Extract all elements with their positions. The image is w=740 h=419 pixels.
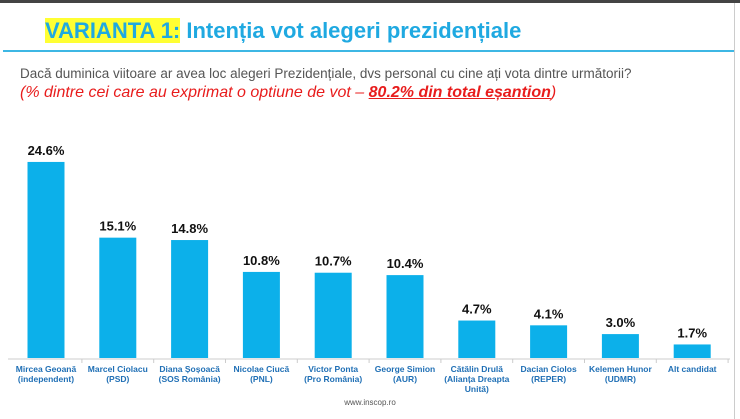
- data-label: 15.1%: [99, 219, 136, 234]
- bar: [99, 237, 137, 358]
- category-label: Marcel Ciolacu: [88, 364, 148, 374]
- category-label: Kelemen Hunor: [589, 364, 653, 374]
- data-label: 10.4%: [387, 256, 424, 271]
- category-label: Alt candidat: [668, 364, 717, 374]
- category-label: (Pro România): [304, 374, 362, 384]
- title-text: Intenția vot alegeri prezidențiale: [180, 18, 522, 43]
- data-label: 1.7%: [677, 325, 707, 340]
- category-label: Mircea Geoană: [16, 364, 77, 374]
- bar: [314, 272, 352, 358]
- title-highlight: VARIANTA 1:: [45, 18, 181, 43]
- bar: [601, 334, 639, 358]
- sample-note: (% dintre cei care au exprimat o optiune…: [20, 84, 556, 102]
- note-emphasis: 80.2% din total eșantion: [368, 84, 551, 101]
- bar: [242, 271, 280, 358]
- category-label: George Simion: [375, 364, 435, 374]
- category-label: (AUR): [393, 374, 417, 384]
- data-label: 24.6%: [28, 143, 65, 158]
- bar: [673, 344, 711, 358]
- right-border: [734, 3, 735, 419]
- category-label: (PSD): [106, 374, 129, 384]
- top-border: [0, 0, 740, 3]
- category-label: Dacian Ciolos: [520, 364, 576, 374]
- category-label: (PNL): [250, 374, 273, 384]
- category-label: Cătălin Drulă: [451, 364, 504, 374]
- category-label: (SOS România): [159, 374, 221, 384]
- bar: [386, 275, 424, 358]
- bar: [530, 325, 568, 358]
- category-label: Diana Șoșoacă: [159, 364, 220, 374]
- note-prefix: (% dintre cei care au exprimat o optiune…: [20, 84, 369, 101]
- category-label: Nicolae Ciucă: [234, 364, 290, 374]
- data-label: 4.7%: [462, 302, 492, 317]
- note-suffix: ): [550, 84, 557, 101]
- bar: [458, 320, 496, 358]
- question-text: Dacă duminica viitoare ar avea loc alege…: [20, 66, 632, 81]
- category-label: (REPER): [531, 374, 566, 384]
- data-label: 4.1%: [534, 306, 564, 321]
- category-label: (independent): [18, 374, 74, 384]
- category-label: (Alianța Dreapta: [444, 374, 509, 384]
- data-label: 10.8%: [243, 253, 280, 268]
- data-label: 3.0%: [606, 315, 636, 330]
- bar: [171, 240, 209, 358]
- category-label: Victor Ponta: [308, 364, 358, 374]
- category-label: (UDMR): [605, 374, 636, 384]
- bar: [27, 161, 65, 358]
- source-text: www.inscop.ro: [344, 398, 396, 407]
- data-label: 14.8%: [171, 221, 208, 236]
- data-label: 10.7%: [315, 254, 352, 269]
- category-label: Unită): [465, 384, 489, 394]
- page-title: VARIANTA 1: Intenția vot alegeri prezide…: [45, 18, 521, 44]
- title-underline: [3, 50, 734, 52]
